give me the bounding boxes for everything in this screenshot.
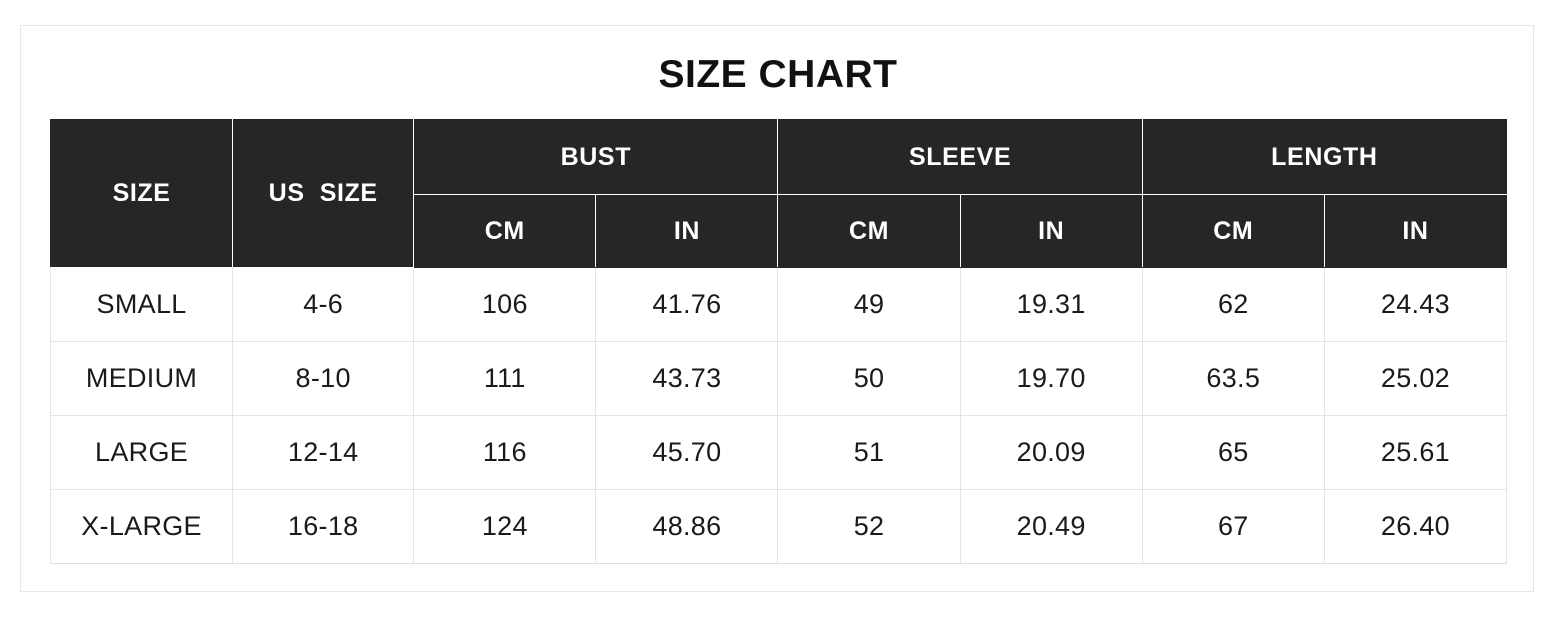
cell-bust-cm: 111 <box>413 341 597 416</box>
cell-us-size: 12-14 <box>232 415 415 490</box>
table-row: LARGE 12-14 116 45.70 51 20.09 65 25.61 <box>49 415 1508 490</box>
column-header-sleeve-in: IN <box>959 194 1143 268</box>
column-header-bust-in: IN <box>595 194 779 268</box>
cell-sleeve-cm: 49 <box>777 267 961 342</box>
table-row: SMALL 4-6 106 41.76 49 19.31 62 24.43 <box>49 267 1508 342</box>
cell-bust-cm: 124 <box>413 489 597 564</box>
column-group-header-length: LENGTH <box>1141 119 1508 195</box>
cell-bust-cm: 116 <box>413 415 597 490</box>
table-body: SMALL 4-6 106 41.76 49 19.31 62 24.43 ME… <box>49 267 1508 564</box>
cell-us-size: 8-10 <box>232 341 415 416</box>
column-header-us-size: US SIZE <box>232 119 415 268</box>
column-header-size: SIZE <box>49 119 234 268</box>
cell-length-cm: 67 <box>1141 489 1325 564</box>
cell-sleeve-in: 19.31 <box>959 267 1143 342</box>
header-row-units: CM IN CM IN CM IN <box>51 194 1508 268</box>
cell-sleeve-in: 20.09 <box>959 415 1143 490</box>
cell-length-in: 25.02 <box>1323 341 1508 416</box>
cell-length-cm: 65 <box>1141 415 1325 490</box>
cell-size: MEDIUM <box>49 341 234 416</box>
column-header-sleeve-cm: CM <box>777 194 961 268</box>
cell-length-in: 24.43 <box>1323 267 1508 342</box>
cell-bust-in: 45.70 <box>595 415 779 490</box>
cell-size: X-LARGE <box>49 489 234 564</box>
cell-length-cm: 62 <box>1141 267 1325 342</box>
table-row: MEDIUM 8-10 111 43.73 50 19.70 63.5 25.0… <box>49 341 1508 416</box>
cell-sleeve-cm: 52 <box>777 489 961 564</box>
column-header-bust-cm: CM <box>413 194 597 268</box>
cell-size: SMALL <box>49 267 234 342</box>
page-title: SIZE CHART <box>658 53 898 96</box>
cell-us-size: 4-6 <box>232 267 415 342</box>
cell-bust-in: 41.76 <box>595 267 779 342</box>
cell-bust-in: 48.86 <box>595 489 779 564</box>
table-row: X-LARGE 16-18 124 48.86 52 20.49 67 26.4… <box>49 489 1508 564</box>
column-header-length-cm: CM <box>1141 194 1325 268</box>
cell-sleeve-in: 19.70 <box>959 341 1143 416</box>
page-frame: SIZE CHART SIZE US SIZE BUST SLEEVE LENG… <box>20 25 1534 592</box>
cell-sleeve-cm: 50 <box>777 341 961 416</box>
cell-length-in: 26.40 <box>1323 489 1508 564</box>
cell-sleeve-in: 20.49 <box>959 489 1143 564</box>
table-header: SIZE US SIZE BUST SLEEVE LENGTH CM IN CM… <box>49 119 1508 268</box>
cell-sleeve-cm: 51 <box>777 415 961 490</box>
column-group-header-sleeve: SLEEVE <box>777 119 1143 195</box>
cell-length-in: 25.61 <box>1323 415 1508 490</box>
cell-us-size: 16-18 <box>232 489 415 564</box>
cell-bust-cm: 106 <box>413 267 597 342</box>
cell-size: LARGE <box>49 415 234 490</box>
cell-bust-in: 43.73 <box>595 341 779 416</box>
column-header-length-in: IN <box>1323 194 1508 268</box>
size-chart-table: SIZE US SIZE BUST SLEEVE LENGTH CM IN CM… <box>49 119 1508 564</box>
header-row-groups: SIZE US SIZE BUST SLEEVE LENGTH <box>49 119 1508 268</box>
column-group-header-bust: BUST <box>413 119 779 195</box>
cell-length-cm: 63.5 <box>1141 341 1325 416</box>
